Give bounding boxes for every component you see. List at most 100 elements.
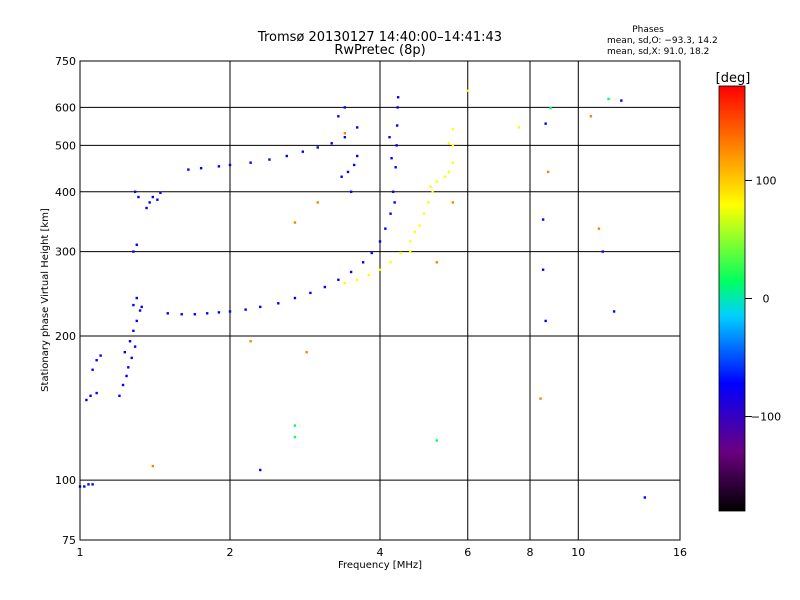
data-point (277, 302, 280, 305)
data-point (205, 312, 209, 315)
data-point (355, 278, 359, 281)
data-point (305, 350, 308, 354)
data-point (429, 185, 432, 188)
y-tick-label: 200 (55, 330, 76, 343)
data-point (355, 154, 359, 158)
data-point (431, 190, 434, 193)
y-tick-label: 100 (55, 474, 76, 487)
data-point (151, 195, 155, 199)
data-point (95, 391, 98, 395)
data-point (137, 195, 140, 199)
data-point (128, 340, 132, 343)
data-point (301, 150, 305, 153)
data-point (293, 424, 297, 427)
data-point (422, 212, 426, 215)
data-point (620, 99, 623, 102)
x-tick-label: 1 (77, 546, 84, 559)
data-point (395, 124, 399, 127)
data-point (396, 96, 400, 99)
grid-lines (80, 61, 680, 540)
data-point (187, 168, 190, 171)
data-point (337, 115, 340, 118)
phases-x-line: mean, sd,X: 91.0, 18.2 (607, 47, 709, 57)
data-point (388, 135, 391, 139)
data-point (607, 97, 610, 101)
data-point (443, 175, 447, 178)
data-point (418, 224, 421, 227)
y-tick-label: 300 (55, 246, 76, 259)
y-axis-label: Stationary phase Virtual Height [km] (40, 208, 51, 392)
data-point (435, 439, 438, 442)
y-tick-label: 750 (55, 55, 76, 68)
data-point (337, 278, 340, 281)
data-point (544, 122, 547, 125)
chart-title: Tromsø 20130127 14:40:00–14:41:43 (257, 30, 502, 45)
data-point (409, 240, 412, 243)
data-point (394, 166, 397, 169)
data-point (228, 163, 232, 167)
data-point (268, 158, 271, 161)
data-point (323, 285, 327, 289)
chart-subtitle: RwPretec (8p) (334, 43, 425, 58)
data-point (217, 165, 221, 168)
colorbar-label: [deg] (716, 71, 751, 86)
data-point (391, 190, 395, 193)
phases-title: Phases (632, 25, 664, 35)
data-point (389, 212, 392, 215)
data-point (643, 496, 647, 499)
data-point (244, 308, 247, 311)
data-point (389, 261, 392, 264)
data-point (413, 230, 417, 233)
data-point (138, 309, 142, 312)
data-point (259, 468, 262, 472)
data-point (259, 305, 262, 309)
data-point (228, 310, 232, 313)
data-point (83, 485, 86, 488)
data-point (399, 251, 402, 255)
data-point (343, 281, 347, 285)
x-tick-label: 8 (527, 546, 534, 559)
data-point (447, 170, 451, 174)
colorbar-tick-label: −100 (751, 411, 781, 424)
colorbar (718, 85, 746, 512)
data-point (435, 180, 438, 183)
data-point (89, 394, 92, 398)
data-point (180, 313, 183, 316)
phases-o-line: mean, sd,O: −93.3, 14.2 (607, 36, 718, 46)
data-point (539, 397, 542, 400)
data-point (340, 175, 343, 178)
data-point (140, 305, 143, 309)
data-point (451, 128, 455, 131)
data-point (151, 464, 155, 468)
data-point (159, 191, 162, 195)
x-tick-label: 6 (464, 546, 471, 559)
x-tick-label: 10 (571, 546, 585, 559)
y-tick-label: 400 (55, 186, 76, 199)
data-point (123, 350, 126, 354)
data-point (541, 268, 545, 271)
data-point (249, 161, 252, 164)
data-point (451, 161, 455, 164)
data-point (293, 221, 297, 224)
data-point (99, 354, 102, 357)
data-point (217, 311, 221, 314)
data-point (541, 218, 545, 221)
data-point (125, 374, 128, 378)
data-point (361, 261, 365, 264)
axis-ticks: 1 2 4 6 8 10 16 75 100 200 300 400 500 600 750 (55, 55, 687, 559)
data-point (466, 89, 469, 92)
data-point (451, 201, 455, 204)
data-point (133, 345, 137, 348)
data-point (378, 240, 382, 243)
data-point (135, 243, 138, 246)
data-point (517, 126, 521, 129)
data-point (367, 273, 371, 277)
data-point (95, 359, 98, 362)
data-point (544, 319, 547, 323)
data-point (148, 201, 151, 204)
data-point (355, 126, 359, 129)
data-point (285, 154, 288, 158)
data-point (133, 190, 137, 193)
data-point (91, 368, 94, 371)
